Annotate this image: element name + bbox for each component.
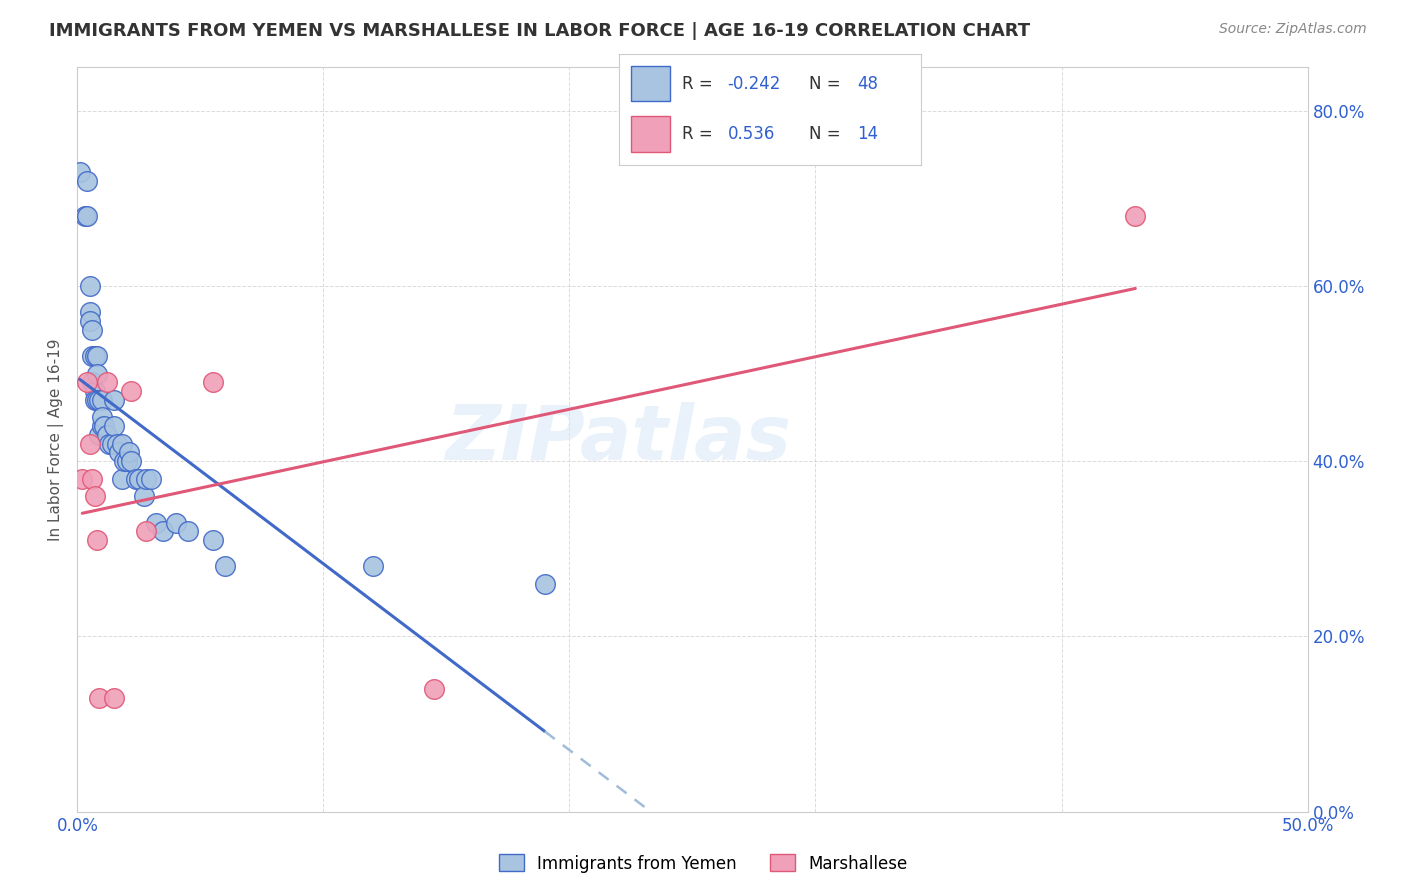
Point: [83, 489, 105, 503]
Text: ZIPatlas: ZIPatlas: [446, 402, 792, 476]
Point: [76, 174, 98, 188]
Point: [82, 349, 104, 363]
Text: Source: ZipAtlas.com: Source: ZipAtlas.com: [1219, 22, 1367, 37]
Point: [83, 384, 105, 398]
Point: [135, 524, 157, 539]
Point: [103, 419, 125, 434]
Text: R =: R =: [682, 75, 718, 93]
Point: [86, 533, 108, 547]
Point: [111, 472, 132, 486]
Point: [76, 376, 98, 390]
Point: [79, 305, 101, 319]
Point: [145, 516, 167, 530]
Point: [118, 445, 141, 459]
Point: [125, 472, 148, 486]
Point: [83, 392, 105, 407]
Point: [105, 436, 128, 450]
Point: [90, 410, 114, 425]
Point: [101, 436, 124, 450]
Point: [79, 279, 101, 293]
Point: [115, 454, 138, 468]
Point: [90, 392, 114, 407]
Text: N =: N =: [808, 75, 846, 93]
Point: [112, 454, 135, 468]
Text: 0.536: 0.536: [727, 125, 775, 143]
Point: [69, 165, 91, 179]
Point: [86, 349, 108, 363]
Point: [135, 472, 157, 486]
Y-axis label: In Labor Force | Age 16-19: In Labor Force | Age 16-19: [48, 338, 65, 541]
Bar: [631, 66, 671, 102]
Legend: Immigrants from Yemen, Marshallese: Immigrants from Yemen, Marshallese: [492, 847, 914, 880]
Point: [96, 376, 118, 390]
Bar: [631, 116, 671, 152]
Text: 48: 48: [858, 75, 879, 93]
Point: [89, 392, 111, 407]
Point: [96, 428, 118, 442]
Text: R =: R =: [682, 125, 723, 143]
Point: [86, 392, 108, 407]
Point: [132, 489, 155, 503]
Point: [103, 392, 125, 407]
Point: [121, 384, 143, 398]
Point: [98, 436, 121, 450]
Point: [152, 524, 174, 539]
Point: [86, 367, 108, 381]
Point: [103, 690, 125, 705]
Point: [128, 472, 150, 486]
Text: -0.242: -0.242: [727, 75, 780, 93]
Point: [361, 559, 384, 574]
Point: [201, 376, 224, 390]
Point: [165, 516, 187, 530]
Point: [141, 472, 163, 486]
Point: [93, 419, 115, 434]
Point: [82, 376, 104, 390]
Point: [89, 428, 111, 442]
Point: [177, 524, 200, 539]
Point: [82, 472, 104, 486]
Point: [83, 349, 105, 363]
Point: [534, 577, 557, 591]
Point: [82, 323, 104, 337]
Point: [214, 559, 236, 574]
Point: [73, 209, 96, 223]
Point: [111, 436, 132, 450]
Point: [201, 533, 224, 547]
Point: [79, 314, 101, 328]
Point: [423, 681, 446, 696]
Point: [108, 445, 131, 459]
Point: [1125, 209, 1147, 223]
Point: [90, 419, 114, 434]
Text: 14: 14: [858, 125, 879, 143]
Point: [121, 454, 143, 468]
Point: [79, 436, 101, 450]
Text: IMMIGRANTS FROM YEMEN VS MARSHALLESE IN LABOR FORCE | AGE 16-19 CORRELATION CHAR: IMMIGRANTS FROM YEMEN VS MARSHALLESE IN …: [49, 22, 1031, 40]
Text: N =: N =: [808, 125, 846, 143]
Point: [89, 690, 111, 705]
Point: [70, 472, 93, 486]
Point: [76, 209, 98, 223]
